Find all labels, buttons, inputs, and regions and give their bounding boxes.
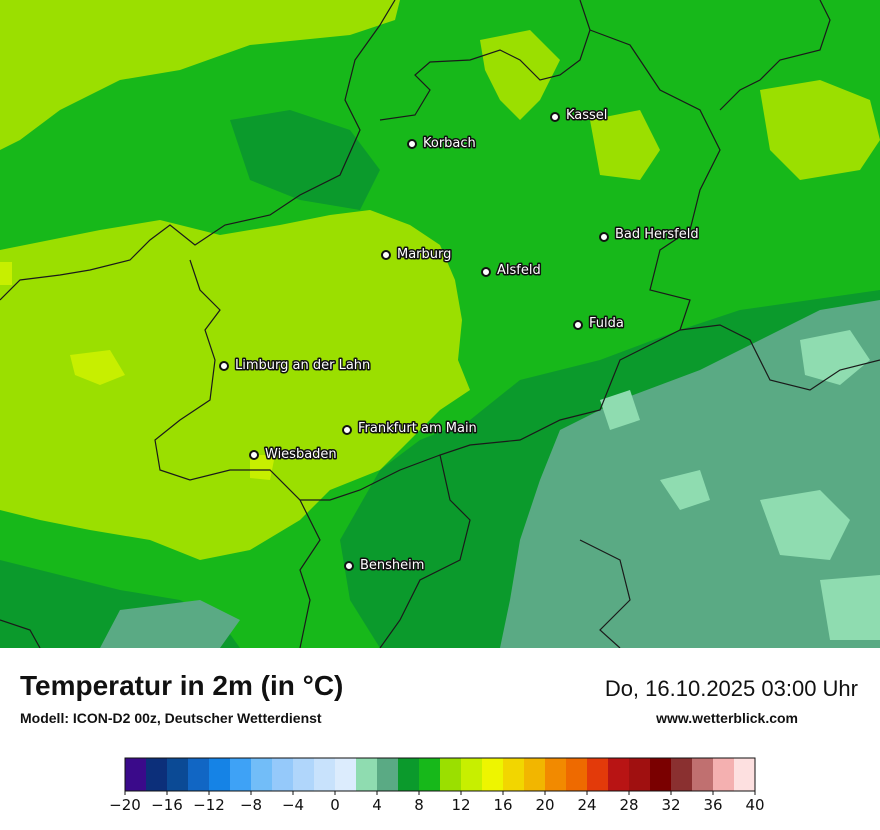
colorbar-frame <box>124 757 756 792</box>
colorbar-tick-label: 16 <box>493 796 512 814</box>
colorbar-swatch <box>335 758 357 791</box>
colorbar-swatch <box>671 758 693 791</box>
temperature-colorbar: −20 −16 −12 −8 −4 0 4 8 12 16 20 24 28 32 36 40 <box>109 757 765 814</box>
colorbar-swatch <box>587 758 609 791</box>
colorbar-tick-label: 24 <box>577 796 596 814</box>
state-borders <box>0 0 880 648</box>
model-info: Modell: ICON-D2 00z, Deutscher Wetterdie… <box>20 710 322 726</box>
colorbar-swatch <box>650 758 672 791</box>
colorbar-swatch <box>482 758 504 791</box>
colorbar-swatch <box>608 758 630 791</box>
colorbar-ticks: −20 −16 −12 −8 −4 0 4 8 12 16 20 24 28 32 36 40 <box>109 791 765 814</box>
city-label: Korbach <box>423 136 476 151</box>
mint-patch <box>600 330 880 640</box>
city-alsfeld: Alsfeld <box>481 262 542 280</box>
colorbar-swatch <box>230 758 252 791</box>
colorbar-swatch <box>545 758 567 791</box>
city-bad-hersfeld: Bad Hersfeld <box>599 226 700 244</box>
colorbar-tick-label: 32 <box>661 796 680 814</box>
colorbar-tick-label: 0 <box>330 796 340 814</box>
city-label: Limburg an der Lahn <box>235 358 370 373</box>
colorbar-swatch <box>272 758 294 791</box>
city-frankfurt: Frankfurt am Main <box>342 420 478 438</box>
website-link[interactable]: www.wetterblick.com <box>656 710 798 726</box>
colorbar-tick-label: 12 <box>451 796 470 814</box>
city-wiesbaden: Wiesbaden <box>249 446 338 464</box>
city-label: Alsfeld <box>497 263 541 278</box>
colorbar-tick-label: 4 <box>372 796 382 814</box>
colorbar-swatch <box>398 758 420 791</box>
colorbar-swatch <box>461 758 483 791</box>
colorbar-tick-label: 36 <box>703 796 722 814</box>
city-marker <box>407 139 417 149</box>
city-limburg: Limburg an der Lahn <box>219 357 372 375</box>
colorbar-swatch <box>734 758 756 791</box>
temperature-map: Kassel Korbach Bad Hersfeld Marburg Alsf… <box>0 0 880 648</box>
city-label: Fulda <box>589 316 624 331</box>
colorbar-tick-label: −16 <box>151 796 183 814</box>
city-marker <box>249 450 259 460</box>
city-marker <box>481 267 491 277</box>
colorbar-tick-label: 28 <box>619 796 638 814</box>
page-title: Temperatur in 2m (in °C) <box>20 670 344 701</box>
colorbar-swatch <box>251 758 273 791</box>
city-marker <box>342 425 352 435</box>
colorbar-swatch <box>314 758 336 791</box>
city-label: Wiesbaden <box>265 447 337 462</box>
colorbar-swatch <box>692 758 714 791</box>
colorbar-tick-label: −4 <box>282 796 304 814</box>
colorbar-swatch <box>167 758 189 791</box>
colorbar-swatch <box>146 758 168 791</box>
colorbar-swatch <box>524 758 546 791</box>
colorbar-tick-label: 40 <box>745 796 764 814</box>
colorbar-tick-label: 8 <box>414 796 424 814</box>
colorbar-tick-label: −20 <box>109 796 141 814</box>
city-marburg: Marburg <box>381 246 453 264</box>
city-marker <box>550 112 560 122</box>
colorbar-tick-label: −12 <box>193 796 225 814</box>
city-fulda: Fulda <box>573 315 625 333</box>
city-marker <box>219 361 229 371</box>
colorbar-swatch <box>440 758 462 791</box>
city-label: Frankfurt am Main <box>358 421 477 436</box>
city-label: Marburg <box>397 247 451 262</box>
light-green-region <box>0 0 470 560</box>
light-green-patch-ne <box>480 30 880 180</box>
colorbar-swatch <box>377 758 399 791</box>
colorbar-swatch <box>188 758 210 791</box>
colorbar-swatches <box>125 758 756 791</box>
city-marker <box>573 320 583 330</box>
forecast-datetime: Do, 16.10.2025 03:00 Uhr <box>604 676 858 701</box>
colorbar-tick-label: 20 <box>535 796 554 814</box>
city-label: Kassel <box>566 108 607 123</box>
colorbar-swatch <box>125 758 147 791</box>
city-marker <box>344 561 354 571</box>
city-marker <box>599 232 609 242</box>
city-korbach: Korbach <box>407 135 477 153</box>
colorbar-swatch <box>629 758 651 791</box>
colorbar-swatch <box>293 758 315 791</box>
colorbar-swatch <box>713 758 735 791</box>
city-label: Bensheim <box>360 558 424 573</box>
city-label: Bad Hersfeld <box>615 227 699 242</box>
colorbar-tick-label: −8 <box>240 796 262 814</box>
city-marker <box>381 250 391 260</box>
teal-region <box>100 300 880 648</box>
colorbar-swatch <box>503 758 525 791</box>
colorbar-swatch <box>209 758 231 791</box>
city-bensheim: Bensheim <box>344 557 426 575</box>
city-kassel: Kassel <box>550 107 609 125</box>
colorbar-swatch <box>566 758 588 791</box>
colorbar-swatch <box>419 758 441 791</box>
map-footer: Temperatur in 2m (in °C) Modell: ICON-D2… <box>0 648 880 830</box>
colorbar-swatch <box>356 758 378 791</box>
